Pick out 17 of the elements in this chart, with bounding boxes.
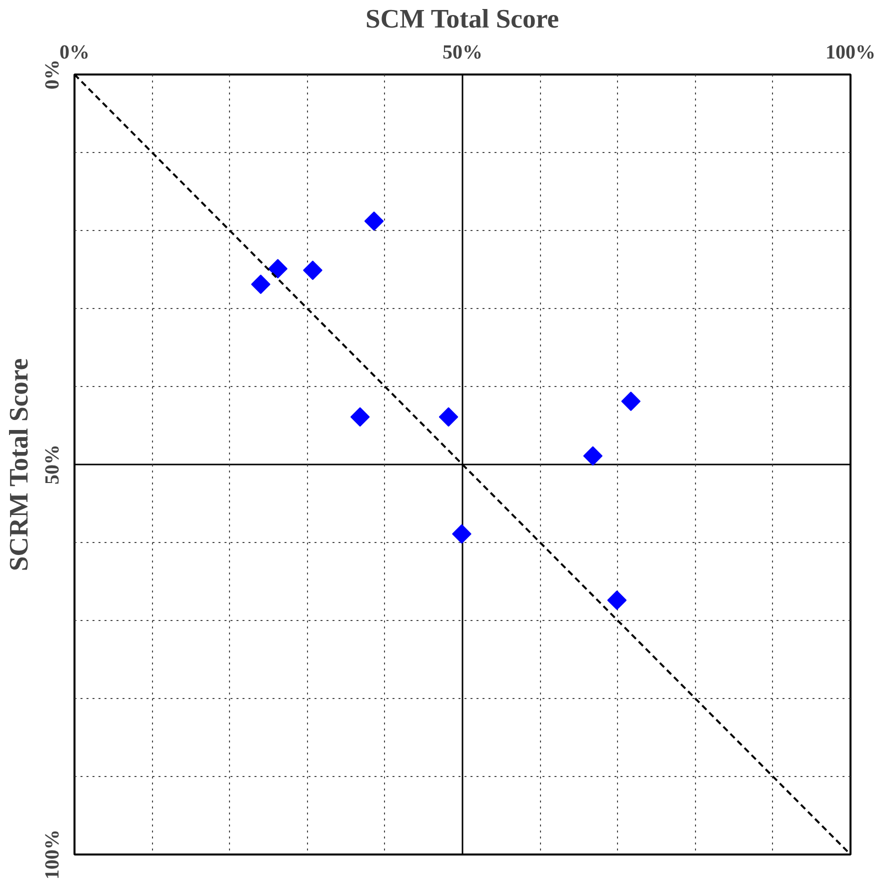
point bbox=[251, 274, 270, 294]
x-axis-title: SCM Total Score bbox=[366, 4, 560, 34]
point bbox=[350, 407, 370, 427]
point bbox=[438, 407, 458, 427]
point bbox=[621, 392, 641, 412]
point bbox=[607, 590, 627, 610]
x-tick-label: 50% bbox=[442, 42, 482, 64]
x-tick-label: 0% bbox=[60, 42, 90, 64]
y-tick-label: 50% bbox=[42, 444, 64, 484]
point bbox=[303, 260, 322, 280]
y-axis-title: SCRM Total Score bbox=[4, 358, 34, 572]
point bbox=[583, 446, 603, 466]
y-tick-label: 100% bbox=[42, 830, 64, 880]
point bbox=[268, 259, 288, 278]
point bbox=[364, 211, 384, 231]
point bbox=[452, 524, 472, 544]
x-tick-label: 100% bbox=[826, 42, 876, 64]
